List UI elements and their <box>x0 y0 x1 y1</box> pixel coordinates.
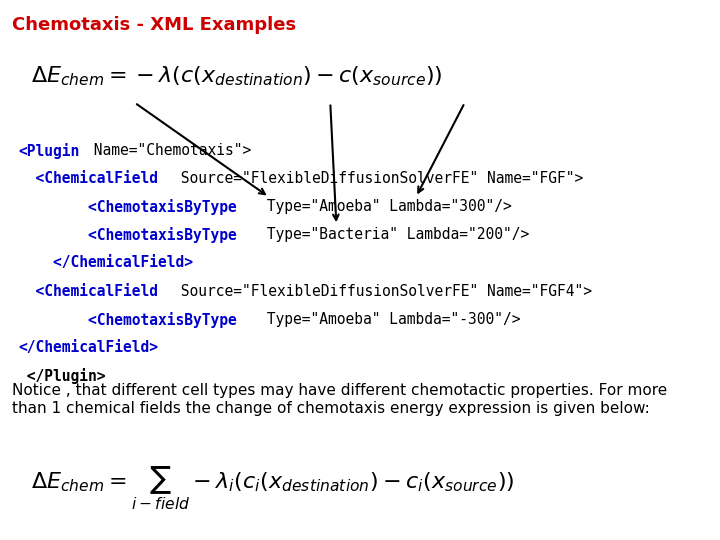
Text: <Plugin: <Plugin <box>18 143 80 159</box>
Text: Name="Chemotaxis">: Name="Chemotaxis"> <box>86 143 252 158</box>
Text: </ChemicalField>: </ChemicalField> <box>18 255 194 271</box>
Text: <ChemotaxisByType: <ChemotaxisByType <box>18 227 237 244</box>
Text: Notice , that different cell types may have different chemotactic properties. Fo: Notice , that different cell types may h… <box>12 383 667 416</box>
Text: Source="FlexibleDiffusionSolverFE" Name="FGF">: Source="FlexibleDiffusionSolverFE" Name=… <box>172 171 583 186</box>
Text: Source="FlexibleDiffusionSolverFE" Name="FGF4">: Source="FlexibleDiffusionSolverFE" Name=… <box>172 284 592 299</box>
Text: <ChemotaxisByType: <ChemotaxisByType <box>18 312 237 328</box>
Text: <ChemicalField: <ChemicalField <box>18 284 158 299</box>
Text: Chemotaxis - XML Examples: Chemotaxis - XML Examples <box>12 16 297 34</box>
Text: <ChemicalField: <ChemicalField <box>18 171 158 186</box>
Text: Type="Amoeba" Lambda="-300"/>: Type="Amoeba" Lambda="-300"/> <box>258 312 521 327</box>
Text: Type="Bacteria" Lambda="200"/>: Type="Bacteria" Lambda="200"/> <box>258 227 529 242</box>
Text: $\Delta E_{chem} = \sum_{i-field} -\lambda_i(c_i(x_{destination}) - c_i(x_{sourc: $\Delta E_{chem} = \sum_{i-field} -\lamb… <box>30 464 514 512</box>
Text: </Plugin>: </Plugin> <box>18 368 106 384</box>
Text: <ChemotaxisByType: <ChemotaxisByType <box>18 199 237 215</box>
Text: Type="Amoeba" Lambda="300"/>: Type="Amoeba" Lambda="300"/> <box>258 199 512 214</box>
Text: $\Delta E_{chem} = -\lambda(c(x_{destination}) - c(x_{source}))$: $\Delta E_{chem} = -\lambda(c(x_{destina… <box>30 65 442 89</box>
Text: </ChemicalField>: </ChemicalField> <box>18 340 158 355</box>
